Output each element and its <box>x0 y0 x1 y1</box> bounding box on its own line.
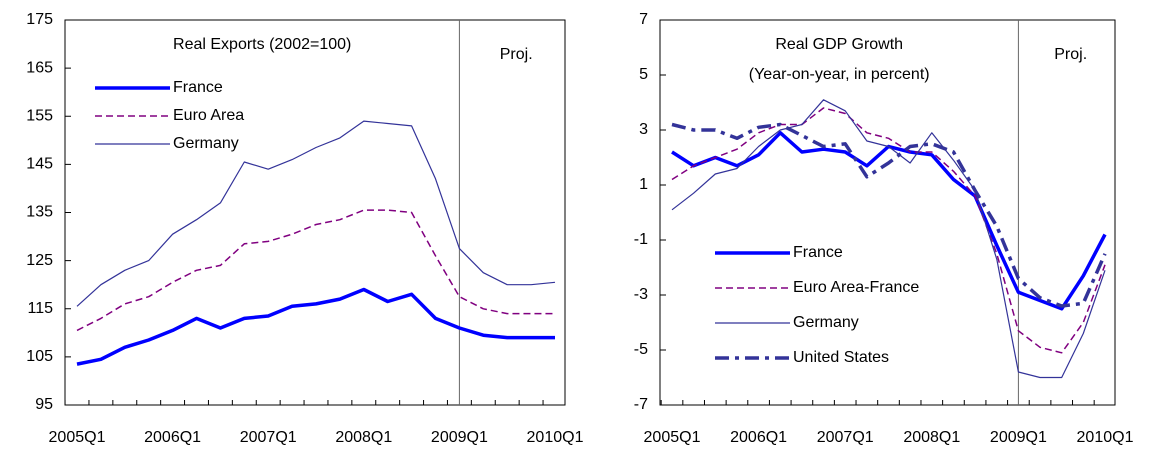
x-tick-label: 2005Q1 <box>644 429 701 446</box>
y-tick-label: -1 <box>634 231 648 248</box>
legend-label: United States <box>793 349 889 366</box>
y-tick-label: 135 <box>26 204 53 221</box>
series-line <box>76 209 555 332</box>
legend-label: Euro Area <box>173 107 244 124</box>
y-tick-label: 145 <box>26 156 53 173</box>
x-tick-label: 2006Q1 <box>730 429 787 446</box>
x-tick-label: 2010Q1 <box>1077 429 1134 446</box>
x-tick-label: 2005Q1 <box>49 429 106 446</box>
x-tick-label: 2007Q1 <box>240 429 297 446</box>
y-tick-label: 7 <box>639 11 648 28</box>
y-tick-label: 1 <box>639 176 648 193</box>
annotation: Proj. <box>1054 46 1087 63</box>
legend-label: Germany <box>173 135 239 152</box>
y-tick-label: 175 <box>26 11 53 28</box>
y-tick-label: -5 <box>634 341 648 358</box>
series-line <box>76 287 555 366</box>
series-line <box>671 122 1107 308</box>
x-tick-label: 2006Q1 <box>144 429 201 446</box>
y-tick-label: 5 <box>639 66 648 83</box>
y-tick-label: 95 <box>35 396 53 413</box>
y-tick-label: 105 <box>26 348 53 365</box>
series-line <box>671 107 1106 354</box>
x-tick-label: 2009Q1 <box>431 429 488 446</box>
series-line <box>76 120 556 307</box>
legend-label: Euro Area-France <box>793 279 919 296</box>
x-tick-label: 2010Q1 <box>527 429 584 446</box>
y-tick-label: 115 <box>27 300 53 317</box>
chart-title: Real Exports (2002=100) <box>173 36 351 53</box>
x-tick-label: 2007Q1 <box>817 429 874 446</box>
legend-label: France <box>793 244 843 261</box>
chart-title: Real GDP Growth <box>775 36 903 53</box>
y-tick-label: 165 <box>26 59 53 76</box>
legend-label: France <box>173 79 223 96</box>
y-tick-label: 3 <box>639 121 648 138</box>
y-tick-label: 155 <box>26 107 53 124</box>
y-tick-label: -7 <box>634 396 648 413</box>
annotation: Proj. <box>500 46 533 63</box>
legend-label: Germany <box>793 314 859 331</box>
chart-subtitle: (Year-on-year, in percent) <box>749 66 930 83</box>
plot-area <box>659 19 1116 406</box>
y-tick-label: -3 <box>634 286 648 303</box>
x-tick-label: 2009Q1 <box>990 429 1047 446</box>
x-tick-label: 2008Q1 <box>903 429 960 446</box>
series-line <box>671 99 1106 379</box>
y-tick-label: 125 <box>26 252 53 269</box>
plot-area <box>64 19 566 406</box>
x-tick-label: 2008Q1 <box>335 429 392 446</box>
